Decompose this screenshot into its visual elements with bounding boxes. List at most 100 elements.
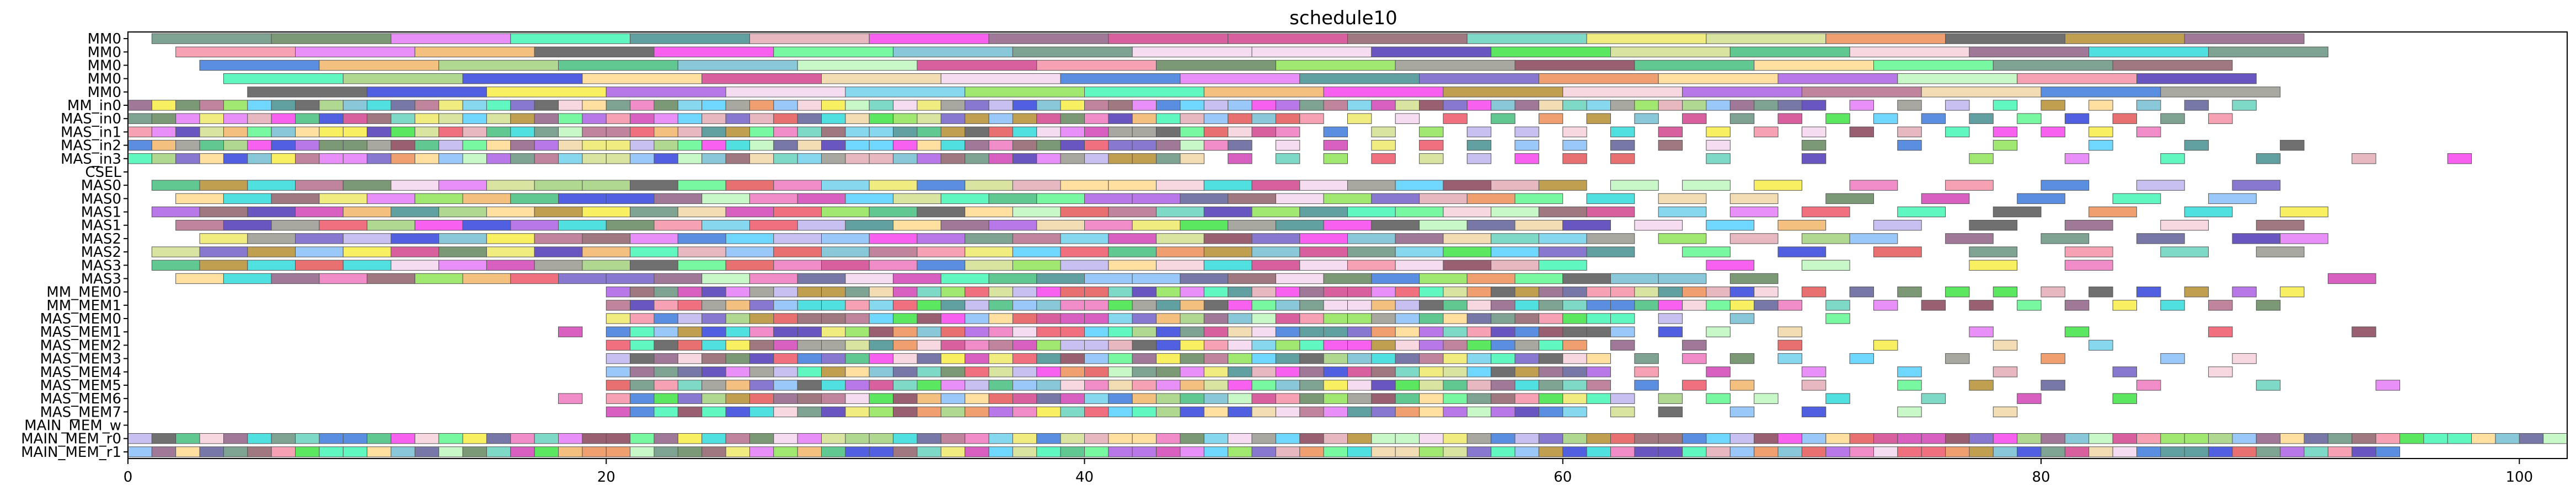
task-bar	[630, 326, 655, 337]
task-bar	[1729, 300, 1755, 311]
task-bar	[630, 113, 655, 124]
task-bar	[1132, 300, 1157, 311]
task-bar	[2256, 153, 2281, 164]
task-bar	[917, 246, 966, 257]
task-bar	[1419, 300, 1444, 311]
task-bar	[1323, 313, 1348, 324]
task-bar	[1610, 153, 1635, 164]
task-bar	[558, 126, 583, 138]
task-bar	[965, 313, 989, 324]
task-bar	[1993, 139, 2018, 151]
task-bar	[1801, 260, 1850, 271]
task-bar	[534, 100, 559, 111]
task-bar	[1586, 433, 1611, 444]
task-bar	[1108, 353, 1133, 364]
task-bar	[1562, 220, 1611, 231]
task-bar	[1610, 126, 1635, 138]
task-bar	[1801, 446, 1827, 457]
task-bar	[1873, 433, 1898, 444]
task-bar	[965, 380, 989, 391]
task-bar	[940, 273, 989, 284]
task-bar	[1251, 300, 1276, 311]
task-bar	[630, 33, 750, 44]
task-bar	[893, 220, 941, 231]
task-bar	[199, 433, 224, 444]
task-bar	[1921, 113, 1946, 124]
task-bar	[1156, 380, 1181, 391]
task-bar	[965, 366, 989, 378]
task-bar	[1586, 446, 1611, 457]
task-bar	[630, 446, 655, 457]
task-bar	[797, 353, 822, 364]
task-bar	[917, 126, 941, 138]
task-bar	[654, 366, 678, 378]
task-bar	[677, 153, 703, 164]
task-bar	[390, 433, 415, 444]
task-bar	[1251, 246, 1300, 257]
task-bar	[1921, 433, 1946, 444]
task-bar	[342, 153, 368, 164]
y-tick-label: MAS_in0	[61, 111, 121, 127]
task-bar	[414, 139, 440, 151]
task-bar	[869, 366, 894, 378]
task-bar	[1945, 100, 1970, 111]
task-bar	[1275, 313, 1300, 324]
task-bar	[151, 446, 176, 457]
task-bar	[654, 433, 678, 444]
task-bar	[1514, 380, 1539, 391]
task-bar	[654, 339, 678, 351]
task-bar	[1993, 339, 2018, 351]
task-bar	[677, 246, 726, 257]
task-bar	[677, 139, 703, 151]
task-bar	[175, 220, 224, 231]
task-bar	[821, 433, 846, 444]
task-bar	[821, 260, 870, 271]
task-bar	[1658, 126, 1683, 138]
task-bar	[940, 313, 966, 324]
task-bar	[797, 287, 822, 298]
task-bar	[534, 446, 559, 457]
task-bar	[1658, 287, 1683, 298]
task-bar	[869, 433, 894, 444]
task-bar	[1299, 233, 1348, 244]
task-bar	[893, 126, 918, 138]
task-bar	[1491, 260, 1539, 271]
task-bar	[940, 446, 966, 457]
task-bar	[1299, 326, 1324, 337]
task-bar	[630, 339, 655, 351]
task-bar	[1299, 353, 1324, 364]
task-bar	[271, 220, 320, 231]
task-bar	[821, 393, 846, 404]
task-bar	[1084, 406, 1109, 418]
task-bar	[1203, 206, 1252, 218]
task-bar	[725, 326, 750, 337]
task-bar	[1228, 100, 1252, 111]
task-bar	[1180, 126, 1204, 138]
task-bar	[1012, 326, 1037, 337]
task-bar	[1729, 273, 1779, 284]
task-bar	[2017, 113, 2042, 124]
task-bar	[2184, 139, 2209, 151]
task-bar	[271, 273, 320, 284]
task-bar	[1203, 100, 1229, 111]
task-bar	[773, 380, 798, 391]
task-bar	[630, 313, 655, 324]
task-bar	[988, 153, 1013, 164]
task-bar	[630, 246, 678, 257]
task-bar	[1203, 126, 1229, 138]
task-bar	[1419, 433, 1444, 444]
task-bar	[1897, 100, 1922, 111]
task-bar	[1251, 126, 1276, 138]
task-bar	[1945, 433, 1970, 444]
task-bar	[486, 233, 535, 244]
task-bar	[1012, 246, 1061, 257]
task-bar	[1036, 220, 1085, 231]
task-bar	[1538, 113, 1563, 124]
task-bar	[1777, 246, 1827, 257]
task-bar	[151, 433, 176, 444]
task-bar	[1299, 113, 1324, 124]
task-bar	[654, 300, 678, 311]
task-bar	[1395, 326, 1420, 337]
task-bar	[223, 113, 248, 124]
task-bar	[1036, 326, 1061, 337]
